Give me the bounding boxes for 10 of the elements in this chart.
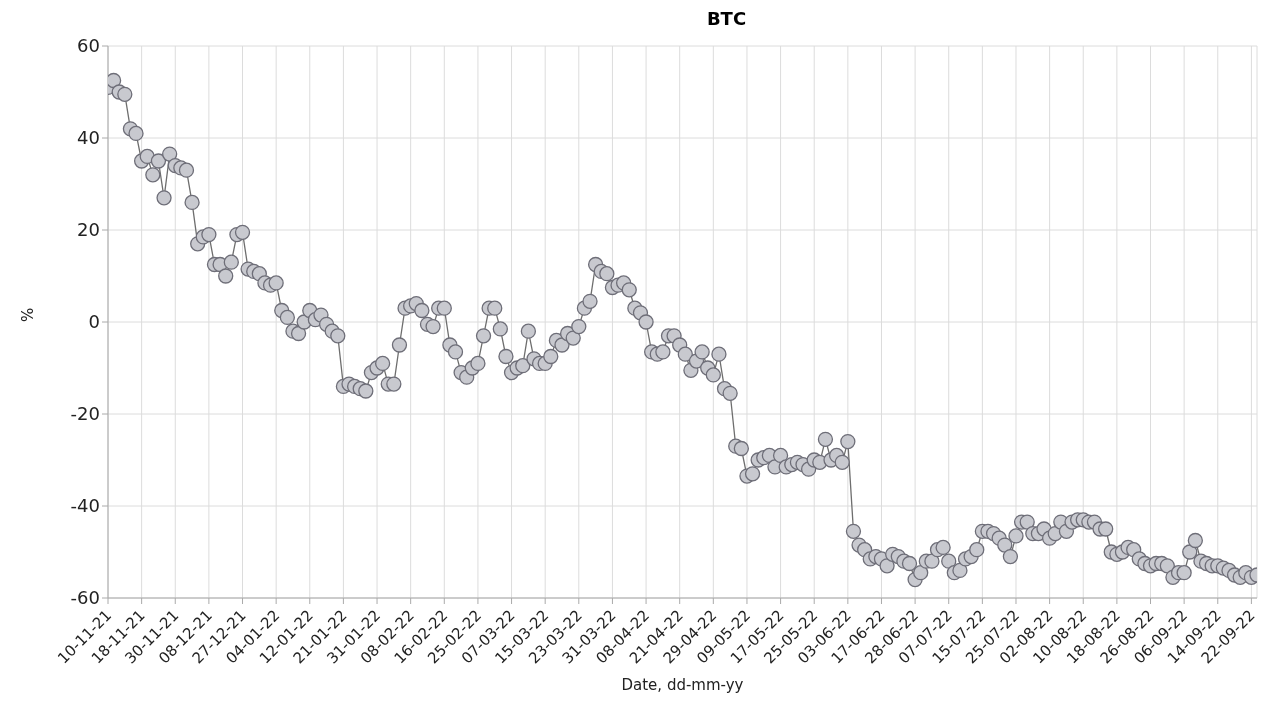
y-tick-label: -60 [70, 587, 100, 609]
x-axis-title: Date, dd-mm-yy [621, 676, 744, 694]
y-tick-label: 20 [77, 219, 100, 241]
y-axis-title: % [19, 307, 38, 322]
y-tick-label: -20 [70, 403, 100, 425]
y-tick-label: 60 [77, 35, 100, 57]
y-tick-label: 0 [88, 311, 100, 333]
chart-title: BTC [705, 8, 748, 29]
y-tick-label: -40 [70, 495, 100, 517]
y-tick-label: 40 [77, 127, 100, 149]
